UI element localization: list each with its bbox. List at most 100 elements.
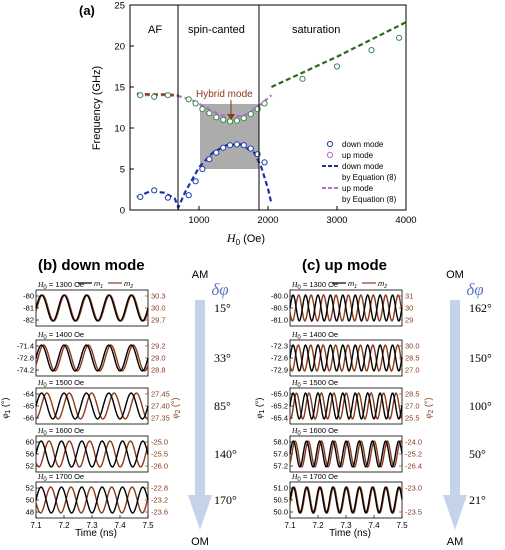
arrow-bottom-label: AM [447, 536, 464, 548]
left-axis-label-c-sub: 1 [259, 410, 266, 414]
right-tick-label: 29.2 [151, 342, 166, 351]
legend-m1-label: m1 [348, 279, 357, 290]
arrow-top-label: OM [446, 269, 464, 281]
right-axis-label-b: φ2 (°) [170, 398, 182, 419]
right-tick-label: 28.8 [151, 366, 166, 375]
x-tick-label-a: 3000 [326, 215, 347, 226]
data-point-up-mode [247, 111, 254, 118]
left-tick-label: 50.0 [273, 508, 288, 517]
delta-phi-label: δφ [466, 280, 483, 299]
data-point-up-mode [333, 63, 341, 70]
m1-trace [35, 344, 149, 372]
m2-trace [289, 343, 403, 373]
right-tick-label: 30.3 [151, 292, 166, 301]
data-point-up-mode [137, 92, 144, 99]
legend-entry-4: up mode [342, 184, 374, 193]
panel-c-title: (c) up mode [302, 257, 387, 274]
arrow-top-label: AM [192, 269, 209, 281]
y-tick-label-a: 10 [114, 124, 125, 135]
panel-a-ticks: 1000 2000 3000 4000 0 5 10 15 20 25 [114, 1, 416, 227]
left-tick-label: -81.0 [271, 316, 288, 325]
right-tick-label: 27.45 [151, 390, 170, 399]
left-tick-label: -80.0 [271, 292, 288, 301]
legend-marker-1 [326, 151, 334, 159]
data-point-up-mode [233, 117, 240, 124]
field-label: H0 = 1600 Oe [291, 426, 338, 437]
panel-c-subpanels: H0 = 1300 Oe-80.0 -80.5 -81.0 31 30 29 162° H0 … [271, 279, 492, 530]
left-tick-label: -65.4 [271, 414, 288, 423]
legend-m1-label: m1 [94, 279, 103, 290]
x-tick-label: 7.4 [114, 521, 126, 530]
left-axis-label-c-unit: (°) [254, 398, 264, 410]
panel-a-label: (a) [79, 3, 95, 18]
field-label: H0 = 1500 Oe [291, 378, 338, 389]
left-tick-label: 56 [26, 450, 34, 459]
m2-trace [289, 439, 403, 469]
x-tick-label-a: 1000 [188, 215, 209, 226]
right-tick-label: -23.0 [405, 484, 422, 493]
left-tick-label: 48 [26, 508, 34, 517]
arrow-bottom-label: OM [191, 536, 209, 548]
phase-shift-label: 21° [469, 493, 486, 507]
xlabel-a-unit: (Oe) [240, 233, 265, 245]
left-axis-label-b-unit: (°) [0, 398, 10, 410]
right-axis-label-c-sub: 2 [428, 410, 435, 414]
region-af: AF [148, 24, 162, 36]
xlabel-b: Time (ns) [75, 528, 117, 539]
xlabel-a: H0 (Oe) [226, 231, 265, 247]
left-tick-label: 50.5 [273, 496, 288, 505]
left-tick-label: -65.2 [271, 402, 288, 411]
left-tick-label: 52 [26, 484, 34, 493]
phase-shift-label: 100° [469, 399, 492, 413]
right-axis-label-c-var: φ [423, 413, 433, 418]
data-point-up-mode [227, 118, 234, 125]
data-point-up-mode [396, 34, 403, 41]
data-point-down-mode [233, 141, 240, 148]
data-point-down-mode [247, 145, 254, 152]
data-point-down-mode [227, 142, 234, 149]
field-label: H0 = 1500 Oe [37, 378, 84, 389]
region-saturation: saturation [292, 24, 340, 36]
xlabel-a-sub: 0 [236, 238, 241, 247]
data-point-up-mode [185, 96, 192, 103]
m2-trace [35, 392, 148, 420]
right-tick-label: -23.6 [151, 508, 168, 517]
right-axis-label-b-unit: (°) [170, 398, 180, 410]
field-label: H0 = 1700 Oe [291, 472, 338, 483]
phase-shift-label: 170° [214, 493, 237, 507]
legend-entry-3: by Equation (8) [342, 173, 397, 182]
panel-c-arrow: OM AM δφ [443, 269, 484, 548]
m2-trace [35, 486, 149, 514]
m2-trace [290, 391, 403, 421]
phase-shift-label: 162° [469, 301, 492, 315]
left-tick-label: 51.0 [273, 484, 288, 493]
left-tick-label: -74.2 [17, 366, 34, 375]
right-tick-label: 27.40 [151, 402, 170, 411]
right-tick-label: 30 [405, 304, 413, 313]
left-axis-label-b-var: φ [0, 413, 10, 418]
left-tick-label: -66 [23, 414, 34, 423]
data-point-down-mode [137, 193, 144, 200]
m1-trace [289, 485, 403, 515]
m1-trace [35, 486, 149, 514]
panel-a: (a) 1000 2000 3000 4000 0 5 10 15 20 25 AF spin-c… [79, 1, 417, 248]
right-tick-label: -23.2 [151, 496, 168, 505]
data-point-down-mode [220, 144, 227, 151]
y-tick-label-a: 25 [114, 1, 125, 12]
data-point-down-mode [206, 156, 213, 163]
right-tick-label: 29 [405, 316, 413, 325]
right-tick-label: -26.4 [405, 462, 422, 471]
data-point-down-mode [240, 142, 247, 149]
y-tick-label-a: 0 [120, 206, 125, 217]
legend-entry-0: down mode [342, 140, 384, 149]
left-tick-label: -65 [23, 402, 34, 411]
m2-trace [289, 485, 403, 515]
right-axis-label-c: φ2 (°) [423, 398, 435, 419]
panel-b-arrow: AM OM δφ [188, 269, 229, 548]
right-tick-label: 28.5 [405, 354, 420, 363]
field-label: H0 = 1400 Oe [291, 330, 338, 341]
left-axis-label-b-sub: 1 [5, 410, 12, 414]
panel-c: (c) up mode H0 = 1300 Oe-80.0 -80.5 -81.0 3… [254, 257, 492, 548]
phase-shift-label: 15° [214, 301, 231, 315]
field-label: H0 = 1300 Oe [37, 280, 84, 291]
